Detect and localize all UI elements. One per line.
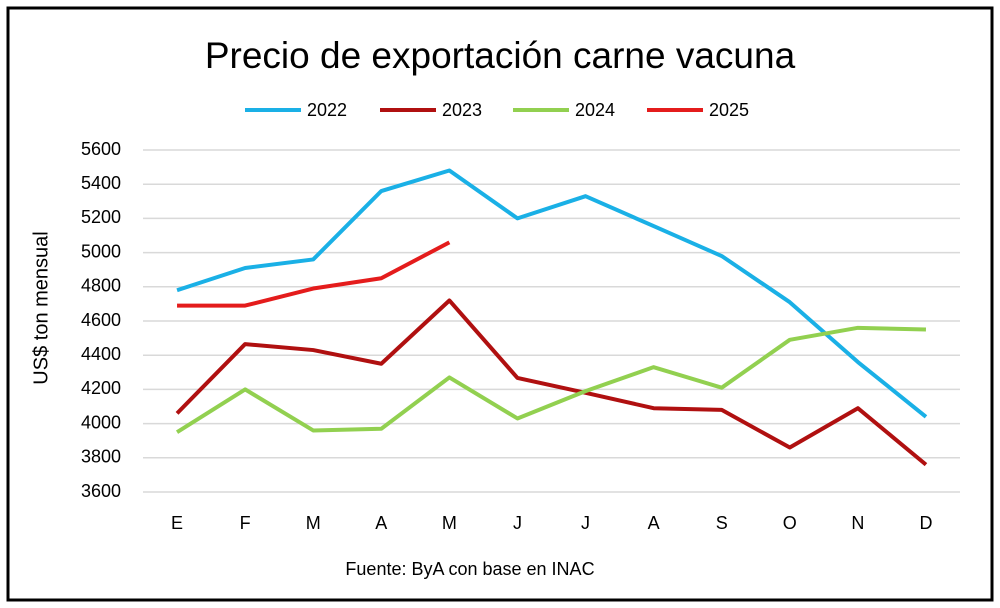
y-tick-label: 4000 — [81, 412, 121, 432]
y-tick-label: 4600 — [81, 310, 121, 330]
y-tick-label: 5400 — [81, 173, 121, 193]
legend-label: 2022 — [307, 100, 347, 120]
source: Fuente: ByA con base en INAC — [345, 559, 594, 579]
y-tick-label: 3600 — [81, 481, 121, 501]
x-tick-label: O — [783, 513, 797, 533]
series-line — [177, 240, 451, 308]
chart-title: Precio de exportación carne vacuna — [205, 35, 796, 76]
legend-label: 2025 — [709, 100, 749, 120]
x-tick-label: D — [919, 513, 932, 533]
legend-label: 2023 — [442, 100, 482, 120]
y-tick-label: 5200 — [81, 207, 121, 227]
frame — [6, 6, 994, 602]
x-tick-label: A — [375, 513, 387, 533]
x-tick-label: S — [716, 513, 728, 533]
x-tick-label: M — [306, 513, 321, 533]
x-tick-label: F — [240, 513, 251, 533]
x-tick-label: J — [513, 513, 522, 533]
x-tick-label: N — [851, 513, 864, 533]
legend-label: 2024 — [575, 100, 615, 120]
y-tick-label: 5600 — [81, 139, 121, 159]
series-line — [175, 325, 927, 434]
y-tick-label: 5000 — [81, 241, 121, 261]
series-line — [175, 298, 928, 467]
y-axis-label: US$ ton mensual — [30, 231, 52, 384]
y-tick-label: 3800 — [81, 447, 121, 467]
x-tick-label: M — [442, 513, 457, 533]
y-tick-label: 4200 — [81, 378, 121, 398]
x-tick-label: A — [648, 513, 660, 533]
x-tick-label: E — [171, 513, 183, 533]
series-line — [176, 168, 928, 419]
x-tick-label: J — [581, 513, 590, 533]
y-tick-label: 4800 — [81, 276, 121, 296]
y-tick-label: 4400 — [81, 344, 121, 364]
